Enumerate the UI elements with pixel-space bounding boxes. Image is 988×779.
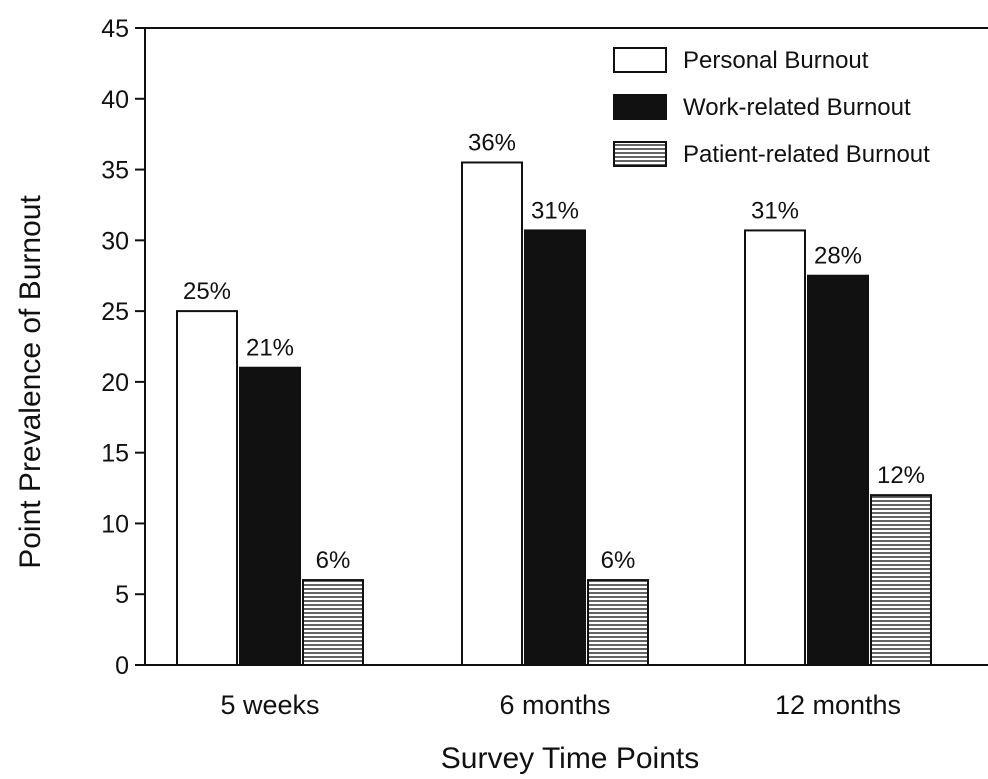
bar xyxy=(239,366,301,666)
bar-value-label: 12% xyxy=(877,462,925,489)
x-tick-label: 12 months xyxy=(775,690,901,720)
bar-value-label: 36% xyxy=(468,129,516,156)
y-tick-label: 40 xyxy=(101,86,129,114)
bar-value-label: 25% xyxy=(183,278,231,305)
bar xyxy=(587,579,649,666)
legend-item-label: Work-related Burnout xyxy=(683,94,911,121)
bar xyxy=(524,229,586,666)
x-axis-label: Survey Time Points xyxy=(441,742,699,775)
bar-value-label: 28% xyxy=(814,243,862,270)
y-tick-label: 20 xyxy=(101,369,129,397)
plot-area: 0 5 10 15 20 25 30 35 40 45 25% 21% 6% 5 weeks 36% 31% 6… xyxy=(101,15,988,720)
y-tick-label: 25 xyxy=(101,298,129,326)
y-tick-label: 15 xyxy=(101,440,129,468)
x-tick-label: 5 weeks xyxy=(220,690,319,720)
bar xyxy=(744,229,806,666)
bar-value-label: 6% xyxy=(316,547,351,574)
bar-value-label: 21% xyxy=(246,335,294,362)
y-tick-label: 35 xyxy=(101,157,129,185)
y-tick-label: 30 xyxy=(101,227,129,255)
y-tick-label: 0 xyxy=(115,652,129,680)
bar xyxy=(870,494,932,666)
y-tick-label: 5 xyxy=(115,581,129,609)
bar xyxy=(807,274,869,666)
bar-value-label: 31% xyxy=(751,197,799,224)
y-tick-label: 10 xyxy=(101,510,129,538)
legend-swatch xyxy=(613,47,667,73)
y-tick-label: 45 xyxy=(101,15,129,43)
x-tick-label: 6 months xyxy=(499,690,610,720)
legend-item-label: Patient-related Burnout xyxy=(683,141,930,168)
y-axis-label: Point Prevalence of Burnout xyxy=(14,195,47,569)
legend-swatch xyxy=(613,141,667,167)
legend-item-label: Personal Burnout xyxy=(683,47,869,74)
bar-value-label: 31% xyxy=(531,197,579,224)
bar-value-label: 6% xyxy=(601,547,636,574)
bar xyxy=(302,579,364,666)
bar xyxy=(176,310,238,666)
legend-swatch xyxy=(613,94,667,120)
bar xyxy=(461,161,523,666)
